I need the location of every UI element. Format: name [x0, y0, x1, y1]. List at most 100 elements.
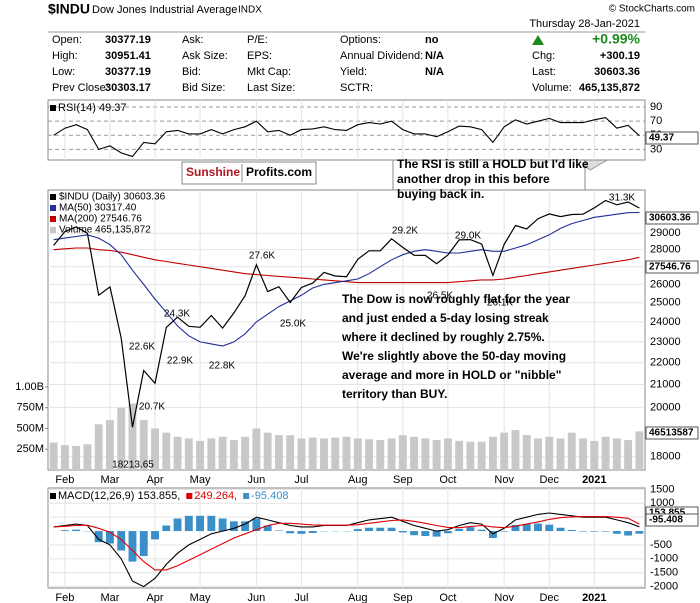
legend-label: MACD(12,26,9) 153.855, — [58, 490, 180, 502]
bar — [500, 531, 509, 532]
bar — [410, 436, 419, 470]
x-tick-label: Feb — [55, 474, 74, 486]
x-tick-label: Apr — [146, 474, 163, 486]
bar — [635, 431, 644, 470]
rsi-note-line: another drop in this before — [397, 172, 550, 186]
field-label: Annual Dividend: — [340, 50, 423, 62]
y-tick-label: -2000 — [650, 581, 678, 593]
legend-label: MA(50) 30317.40 — [59, 203, 137, 214]
brand-box — [181, 161, 317, 185]
bar — [128, 403, 137, 470]
panel: -2000-1500-1000-50050010001500FebMarAprM… — [47, 483, 699, 603]
bar — [556, 527, 565, 532]
date: Thursday 28-Jan-2021 — [529, 18, 640, 30]
bar — [612, 531, 621, 534]
bar — [410, 531, 419, 536]
quote-value: 30603.36 — [594, 66, 640, 78]
x-tick-label: Jul — [294, 592, 308, 603]
y-tick-label: -1000 — [650, 553, 678, 565]
bar — [117, 531, 126, 551]
bar — [534, 523, 542, 532]
bar — [94, 531, 103, 543]
price-annotation: 31.3K — [609, 193, 635, 204]
bar — [207, 438, 216, 470]
bar — [398, 531, 407, 533]
legend-label: $INDU (Daily) 30603.36 — [59, 192, 166, 203]
bar — [579, 531, 587, 532]
field-label: Ask Size: — [182, 50, 228, 62]
x-tick-label: Sep — [393, 592, 413, 603]
bar — [72, 445, 81, 470]
side-label-box — [645, 131, 699, 145]
price-annotation: 22.6K — [129, 342, 155, 353]
series-line — [53, 117, 640, 158]
field-value: 30377.19 — [105, 34, 151, 46]
y-tick-label: 18000 — [650, 451, 681, 463]
bar — [421, 531, 430, 537]
side-label-box — [645, 260, 699, 274]
bar — [567, 432, 576, 470]
bar — [60, 445, 69, 470]
x-tick-label: 2021 — [582, 592, 606, 603]
x-tick-label: May — [190, 592, 211, 603]
bar — [60, 530, 69, 532]
field-value: 30951.41 — [105, 50, 151, 62]
price-annotation: 26.5K — [427, 291, 453, 302]
bar — [151, 531, 159, 540]
bar — [106, 531, 114, 544]
side-label: 30603.36 — [649, 213, 691, 224]
bar — [241, 521, 250, 532]
bar — [308, 531, 317, 533]
price-annotation: 22.9K — [167, 356, 193, 367]
y-tick-label: 28000 — [650, 244, 681, 256]
y-tick-label: 26000 — [650, 278, 681, 290]
x-tick-label: Jul — [294, 474, 308, 486]
brand-sunshine: Sunshine — [186, 165, 240, 179]
quote-label: Chg: — [532, 50, 555, 62]
bar — [263, 525, 272, 532]
field-label: Open: — [52, 34, 82, 46]
symbol: $INDU — [48, 1, 90, 17]
bar — [466, 527, 475, 532]
quote-label: Last: — [532, 66, 556, 78]
bar — [376, 440, 385, 470]
legend-swatch — [50, 194, 56, 200]
bar — [443, 531, 452, 534]
series-line — [53, 516, 640, 571]
x-tick-label: Apr — [146, 592, 163, 603]
y-tick-label: 22000 — [650, 357, 681, 369]
dow-note-line: territory than BUY. — [342, 387, 447, 401]
x-tick-label: Nov — [494, 592, 514, 603]
dow-note-line: We're slightly above the 50-day moving — [342, 349, 566, 363]
rsi-note-line: buying back in. — [397, 187, 484, 201]
y-tick-label: 70 — [650, 115, 662, 127]
bar — [590, 440, 599, 470]
bar — [567, 529, 576, 532]
bar — [252, 428, 261, 470]
price-annotation: 25.0K — [280, 319, 306, 330]
y-tick-label: 1500 — [650, 483, 674, 495]
bar — [365, 439, 373, 470]
field-label: Yield: — [340, 66, 367, 78]
bar — [590, 531, 599, 532]
bar — [624, 440, 633, 470]
bar — [522, 524, 531, 532]
bar — [196, 515, 205, 532]
bar — [511, 430, 520, 470]
bar — [297, 438, 306, 470]
panel: 18000 20000 21000 22000 23000 24000 25000 26000… — [15, 189, 699, 486]
x-tick-label: Nov — [494, 474, 514, 486]
side-label: 49.37 — [649, 133, 674, 144]
side-label: 27546.76 — [649, 262, 691, 273]
legend-label: Volume 465,135,872 — [59, 225, 151, 236]
x-tick-label: Aug — [348, 474, 368, 486]
dow-note-line: where it declined by roughly 2.75%. — [341, 330, 545, 344]
bar — [477, 441, 486, 470]
bar — [624, 531, 633, 536]
bar — [162, 525, 171, 532]
legend-label: MA(200) 27546.76 — [59, 214, 142, 225]
bar — [139, 531, 148, 557]
bar — [184, 438, 193, 470]
bar — [139, 420, 148, 470]
series-line — [53, 199, 640, 428]
